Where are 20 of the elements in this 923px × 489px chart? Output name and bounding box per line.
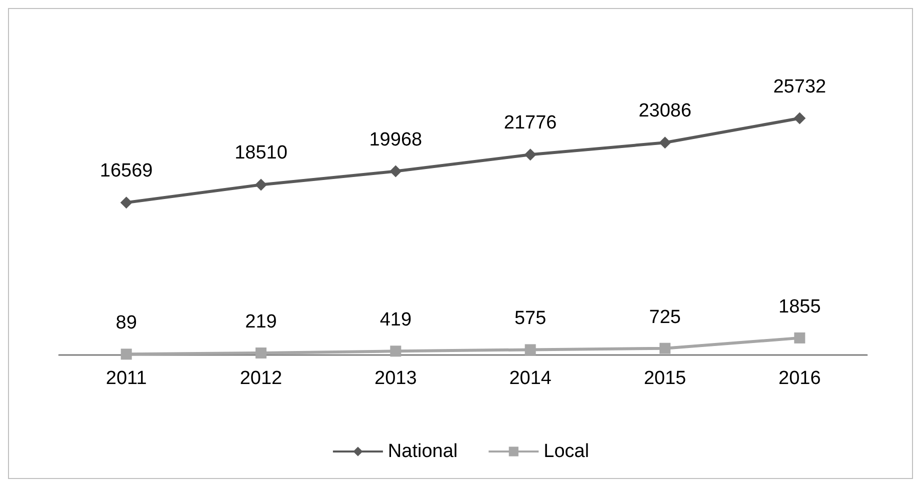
data-label: 219: [245, 311, 277, 332]
data-label: 725: [649, 306, 681, 328]
x-tick-label: 2011: [106, 368, 147, 389]
data-label: 89: [116, 312, 137, 334]
x-tick-label: 2016: [778, 368, 821, 389]
data-label: 25732: [773, 76, 826, 98]
data-label: 23086: [638, 100, 692, 122]
data-label: 18510: [234, 142, 288, 164]
data-label: 19968: [369, 129, 422, 150]
data-label: 419: [380, 310, 412, 331]
data-label: 575: [514, 308, 546, 330]
x-tick-label: 2013: [374, 368, 417, 389]
legend-label: Local: [544, 441, 590, 462]
x-tick-label: 2012: [240, 368, 282, 389]
data-label: 1855: [778, 296, 821, 318]
x-tick-label: 2014: [509, 368, 552, 389]
legend-label: National: [388, 441, 458, 462]
x-tick-label: 2015: [644, 368, 686, 389]
data-label: 21776: [504, 112, 557, 134]
data-label: 16569: [100, 160, 153, 182]
